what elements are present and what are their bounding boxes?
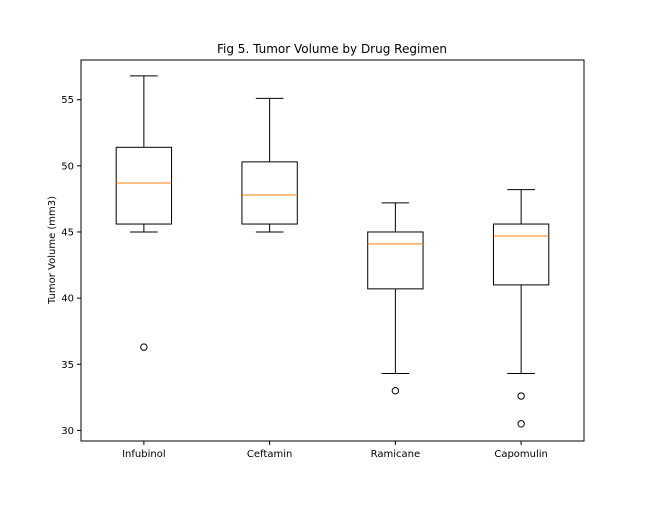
outlier-point [391, 387, 400, 395]
box-iqr [115, 146, 173, 225]
x-tick-label: Capomulin [494, 449, 548, 460]
outlier-point [517, 420, 525, 428]
y-tick-label: 45 [61, 227, 74, 238]
y-tick-label: 50 [61, 161, 74, 172]
x-tick-label: Ramicane [371, 449, 421, 460]
x-tick-label: Ceftamin [247, 449, 292, 460]
chart-title: Fig 5. Tumor Volume by Drug Regimen [217, 42, 447, 56]
outlier-point [517, 392, 525, 400]
box-iqr [367, 231, 424, 290]
box-iqr [492, 223, 550, 286]
y-tick-label: 40 [61, 294, 74, 305]
outlier-point [140, 343, 148, 351]
y-tick-label: 35 [61, 360, 74, 371]
y-tick-label: 55 [61, 95, 74, 106]
y-axis-label: Tumor Volume (mm3) [47, 196, 58, 305]
y-tick-label: 30 [61, 426, 74, 437]
x-tick-label: Infubinol [122, 449, 166, 460]
axes-frame [80, 59, 585, 442]
plot-area: 30 35 40 45 50 55 Infubinol Ceftamin Ramicane Cap… [61, 75, 550, 460]
box-iqr [241, 161, 298, 225]
